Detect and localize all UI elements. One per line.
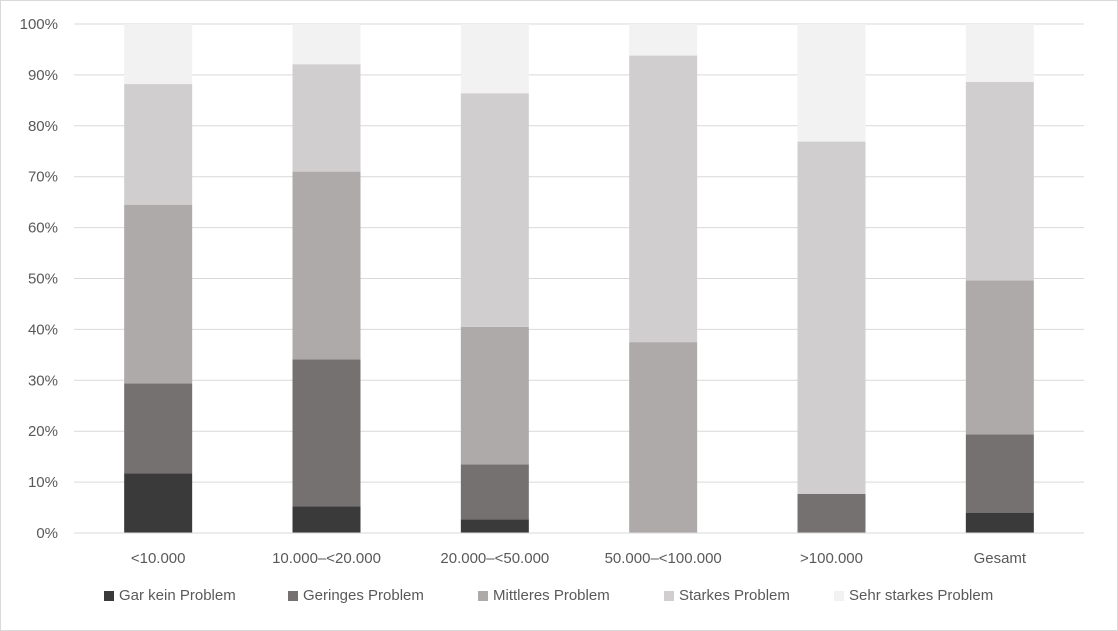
bar-segment — [460, 24, 529, 94]
bar-segment — [460, 326, 529, 465]
stacked-bar-chart: 0% 10% 20% 30% 40% 50% 60% 70% 80% 90% 100% <10.000… — [20, 16, 1084, 567]
x-tick-label: <10.000 — [131, 550, 186, 567]
y-tick-label: 30% — [28, 372, 58, 389]
y-tick-label: 100% — [20, 16, 58, 33]
legend-item: Starkes Problem — [664, 587, 790, 604]
y-tick-label: 20% — [28, 423, 58, 440]
legend-label: Gar kein Problem — [119, 587, 236, 604]
x-tick-label: 10.000–<20.000 — [272, 550, 381, 567]
bar-segment — [797, 493, 866, 533]
y-tick-label: 70% — [28, 169, 58, 186]
bar-segment — [965, 24, 1034, 83]
legend-label: Sehr starkes Problem — [849, 587, 994, 604]
bar-segment — [965, 512, 1034, 533]
y-tick-label: 0% — [36, 525, 58, 542]
legend-item: Geringes Problem — [288, 587, 424, 604]
y-tick-label: 50% — [28, 271, 58, 288]
y-tick-label: 90% — [28, 67, 58, 84]
chart-legend: Gar kein Problem Geringes Problem Mittlere… — [0, 587, 1118, 611]
x-tick-label: 50.000–<100.000 — [605, 550, 722, 567]
bar-segment — [965, 82, 1034, 281]
legend-swatch — [664, 590, 674, 601]
legend-swatch — [104, 590, 114, 601]
legend-item: Mittleres Problem — [478, 587, 610, 604]
bar-segment — [965, 280, 1034, 435]
bar-segment — [797, 24, 866, 142]
y-tick-label: 80% — [28, 118, 58, 135]
bar-segment — [629, 342, 698, 533]
x-tick-label: 20.000–<50.000 — [440, 550, 549, 567]
bar-segment — [124, 473, 193, 533]
x-tick-label: >100.000 — [800, 550, 863, 567]
bar-segment — [797, 141, 866, 494]
y-tick-label: 40% — [28, 321, 58, 338]
x-tick-label: Gesamt — [974, 550, 1027, 567]
bar-segment — [292, 171, 361, 360]
bar-segment — [629, 24, 698, 56]
legend-label: Starkes Problem — [679, 587, 790, 604]
bar-segment — [460, 93, 529, 327]
legend-swatch — [478, 590, 488, 601]
bar-segment — [965, 434, 1034, 513]
bar-segment — [292, 359, 361, 507]
bar-segment — [292, 24, 361, 65]
bar-segment — [629, 55, 698, 343]
y-tick-label: 60% — [28, 220, 58, 237]
bar-segment — [124, 24, 193, 85]
legend-swatch — [834, 590, 844, 601]
legend-label: Mittleres Problem — [493, 587, 610, 604]
legend-swatch — [288, 590, 298, 601]
legend-label: Geringes Problem — [303, 587, 424, 604]
bar-segment — [124, 204, 193, 384]
bar-segment — [460, 519, 529, 533]
bar-segment — [124, 84, 193, 205]
y-tick-label: 10% — [28, 474, 58, 491]
bar-segment — [124, 383, 193, 474]
bar-segment — [460, 464, 529, 520]
bar-segment — [292, 506, 361, 533]
legend-item: Sehr starkes Problem — [834, 587, 993, 604]
bar-segment — [292, 64, 361, 172]
legend-item: Gar kein Problem — [104, 587, 236, 604]
